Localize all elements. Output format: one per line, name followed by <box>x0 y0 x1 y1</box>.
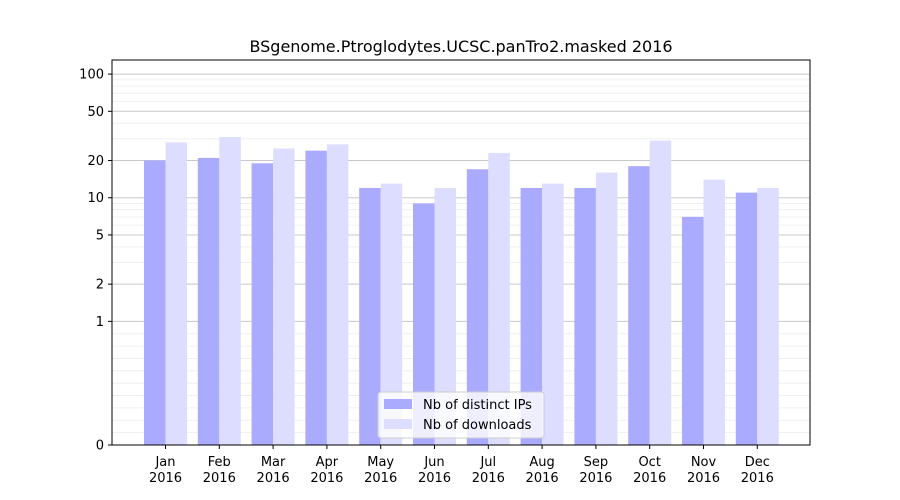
x-tick-label-line: May <box>367 455 394 470</box>
bar-distinct-ips-7 <box>520 187 543 445</box>
y-tick-label: 100 <box>79 68 104 83</box>
x-tick-label-line: Apr <box>316 455 339 470</box>
y-tick-label: 10 <box>87 191 104 206</box>
x-tick-label-line: 2016 <box>472 471 505 486</box>
x-tick-label-line: Aug <box>529 455 554 470</box>
legend: Nb of distinct IPs Nb of downloads <box>377 391 545 439</box>
x-tick-label: Apr 2016 <box>310 455 343 486</box>
bar-downloads-9 <box>649 140 672 445</box>
bar-downloads-4 <box>380 183 403 445</box>
x-tick-label-line: Jul <box>479 455 496 470</box>
legend-swatch <box>384 399 412 409</box>
x-tick-label-line: 2016 <box>149 471 182 486</box>
bar-distinct-ips-4 <box>359 187 381 445</box>
x-tick-label: Feb 2016 <box>203 455 236 486</box>
legend-swatch <box>384 419 412 429</box>
x-tick-label-line: Jan <box>154 455 175 470</box>
bar-downloads-3 <box>326 144 349 445</box>
bar-downloads-10 <box>703 179 725 446</box>
x-tick-label-line: Feb <box>208 455 231 470</box>
bar-downloads-8 <box>595 172 618 446</box>
x-tick-label: Mar 2016 <box>257 455 290 486</box>
chart-title: BSgenome.Ptroglodytes.UCSC.panTro2.maske… <box>249 37 672 56</box>
bar-downloads-1 <box>219 136 241 445</box>
bar-distinct-ips-6 <box>466 169 489 445</box>
x-tick-label-line: Sep <box>584 455 609 470</box>
bar-downloads-6 <box>488 153 510 445</box>
x-tick-label-line: Mar <box>261 455 286 470</box>
x-tick-label: Jul 2016 <box>472 455 505 486</box>
y-tick-label: 1 <box>96 315 104 330</box>
x-tick-label: Jun 2016 <box>418 455 451 486</box>
x-tick-label-line: Jun <box>423 455 444 470</box>
x-tick-label-line: 2016 <box>364 471 397 486</box>
x-tick-label-line: Dec <box>745 455 770 470</box>
bar-downloads-11 <box>757 187 779 445</box>
bar-distinct-ips-11 <box>735 192 758 445</box>
bar-downloads-5 <box>434 187 456 445</box>
x-tick-label: May 2016 <box>364 455 397 486</box>
x-tick-label: Oct 2016 <box>633 455 666 486</box>
y-tick-label: 0 <box>96 439 104 454</box>
bar-distinct-ips-9 <box>628 166 650 445</box>
x-tick-label-line: 2016 <box>203 471 236 486</box>
x-tick-label: Dec 2016 <box>741 455 774 486</box>
bar-downloads-2 <box>273 148 295 445</box>
x-tick-label-line: 2016 <box>257 471 290 486</box>
bar-distinct-ips-2 <box>251 163 274 445</box>
x-tick-label-line: Nov <box>691 455 717 470</box>
bar-downloads-7 <box>542 183 564 445</box>
bar-distinct-ips-10 <box>682 216 704 445</box>
legend-box <box>377 391 545 439</box>
x-tick-label-line: 2016 <box>633 471 666 486</box>
legend-label: Nb of distinct IPs <box>423 398 532 413</box>
bars <box>144 136 779 446</box>
bar-downloads-0 <box>165 142 187 445</box>
x-tick-label: Aug 2016 <box>526 455 559 486</box>
x-tick-label: Nov 2016 <box>687 455 720 486</box>
bar-distinct-ips-8 <box>574 187 596 445</box>
bar-distinct-ips-3 <box>305 150 327 445</box>
x-tick-label-line: Oct <box>638 455 660 470</box>
x-tick-label-line: 2016 <box>579 471 612 486</box>
x-tick-label-line: 2016 <box>418 471 451 486</box>
bar-distinct-ips-1 <box>197 157 220 446</box>
x-tick-label-line: 2016 <box>526 471 559 486</box>
plot-frame <box>111 59 811 446</box>
x-tick-label-line: 2016 <box>741 471 774 486</box>
y-tick-label: 2 <box>96 278 104 293</box>
y-tick-label: 20 <box>87 154 104 169</box>
y-tick-label: 5 <box>96 228 104 243</box>
bar-distinct-ips-5 <box>413 203 435 445</box>
legend-label: Nb of downloads <box>423 418 532 433</box>
y-tick-label: 50 <box>87 105 104 120</box>
x-tick-label: Jan 2016 <box>149 455 182 486</box>
bar-distinct-ips-0 <box>144 160 166 445</box>
x-tick-label-line: 2016 <box>310 471 343 486</box>
x-tick-label: Sep 2016 <box>579 455 612 486</box>
x-tick-label-line: 2016 <box>687 471 720 486</box>
